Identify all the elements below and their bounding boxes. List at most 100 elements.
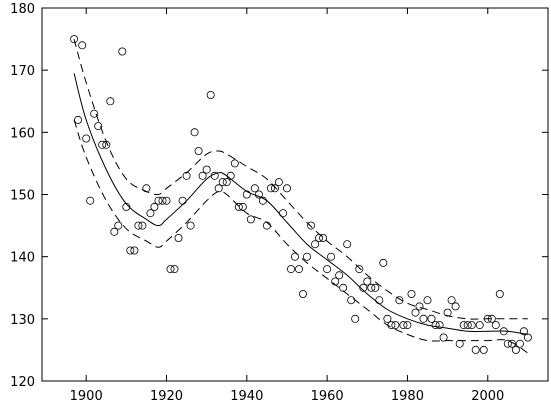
data-point bbox=[487, 314, 496, 323]
data-point bbox=[419, 314, 428, 323]
data-point bbox=[70, 35, 79, 44]
data-point bbox=[367, 283, 376, 292]
data-point bbox=[503, 339, 512, 348]
data-point bbox=[214, 184, 223, 193]
data-point bbox=[202, 165, 211, 174]
data-point bbox=[186, 221, 195, 230]
data-point bbox=[391, 321, 400, 330]
x-tick-label: 2000 bbox=[471, 389, 504, 404]
data-point bbox=[511, 345, 520, 354]
data-point bbox=[218, 178, 227, 187]
data-point bbox=[523, 333, 532, 342]
data-point bbox=[335, 271, 344, 280]
data-point bbox=[198, 171, 207, 180]
data-point bbox=[106, 97, 115, 106]
data-point bbox=[315, 233, 324, 242]
y-tick-label: 160 bbox=[10, 126, 35, 141]
data-point bbox=[146, 209, 155, 218]
data-point bbox=[138, 221, 147, 230]
data-point bbox=[290, 252, 299, 261]
data-point bbox=[234, 202, 243, 211]
data-point bbox=[311, 240, 320, 249]
data-point bbox=[230, 159, 239, 168]
data-point bbox=[126, 246, 135, 255]
data-point bbox=[262, 221, 271, 230]
data-point bbox=[190, 128, 199, 137]
data-point bbox=[447, 296, 456, 305]
data-point bbox=[110, 227, 119, 236]
y-tick-label: 120 bbox=[10, 375, 35, 390]
y-tick-label: 130 bbox=[10, 313, 35, 328]
data-point bbox=[451, 302, 460, 311]
data-point bbox=[210, 171, 219, 180]
data-point bbox=[415, 302, 424, 311]
data-point bbox=[142, 184, 151, 193]
data-point bbox=[206, 91, 215, 100]
data-point bbox=[86, 196, 95, 205]
y-tick-label: 170 bbox=[10, 64, 35, 79]
data-point bbox=[475, 321, 484, 330]
x-tick-label: 1920 bbox=[150, 389, 183, 404]
data-point bbox=[238, 202, 247, 211]
data-point bbox=[403, 321, 412, 330]
data-point bbox=[242, 190, 251, 199]
data-point bbox=[114, 221, 123, 230]
data-point bbox=[435, 321, 444, 330]
fit-line bbox=[73, 73, 528, 335]
data-point bbox=[359, 283, 368, 292]
data-point bbox=[90, 109, 99, 118]
data-point bbox=[407, 289, 416, 298]
data-point bbox=[78, 41, 87, 50]
data-point bbox=[274, 178, 283, 187]
data-point bbox=[118, 47, 127, 56]
y-tick-label: 150 bbox=[10, 189, 35, 204]
data-point bbox=[343, 240, 352, 249]
y-axis-ticks: 120 130 140 150 160 170 180 bbox=[10, 2, 548, 390]
data-point bbox=[439, 333, 448, 342]
data-point bbox=[515, 339, 524, 348]
data-point bbox=[387, 321, 396, 330]
smoothed-fit bbox=[73, 73, 528, 335]
data-point bbox=[307, 221, 316, 230]
data-point bbox=[491, 321, 500, 330]
data-point bbox=[302, 252, 311, 261]
data-point bbox=[174, 233, 183, 242]
data-point bbox=[355, 265, 364, 274]
data-point bbox=[154, 196, 163, 205]
x-tick-label: 1960 bbox=[311, 389, 344, 404]
data-point bbox=[178, 196, 187, 205]
data-point bbox=[379, 258, 388, 267]
data-point bbox=[278, 209, 287, 218]
data-point bbox=[222, 178, 231, 187]
data-point bbox=[323, 265, 332, 274]
data-point bbox=[427, 314, 436, 323]
data-point bbox=[519, 327, 528, 336]
data-point bbox=[82, 134, 91, 143]
data-point bbox=[351, 314, 360, 323]
data-point bbox=[431, 321, 440, 330]
data-point bbox=[495, 289, 504, 298]
data-point bbox=[399, 321, 408, 330]
data-point bbox=[130, 246, 139, 255]
data-point bbox=[282, 184, 291, 193]
data-point bbox=[463, 321, 472, 330]
data-point bbox=[467, 321, 476, 330]
data-point bbox=[98, 140, 107, 149]
data-point bbox=[499, 327, 508, 336]
data-point bbox=[258, 196, 267, 205]
data-point bbox=[459, 321, 468, 330]
data-point bbox=[298, 289, 307, 298]
y-tick-label: 140 bbox=[10, 251, 35, 266]
data-point bbox=[162, 196, 171, 205]
data-point bbox=[339, 283, 348, 292]
data-point bbox=[483, 314, 492, 323]
data-point bbox=[122, 202, 131, 211]
data-point bbox=[411, 308, 420, 317]
data-point bbox=[479, 345, 488, 354]
data-point bbox=[270, 184, 279, 193]
data-point bbox=[455, 339, 464, 348]
data-point bbox=[443, 308, 452, 317]
data-point bbox=[170, 265, 179, 274]
